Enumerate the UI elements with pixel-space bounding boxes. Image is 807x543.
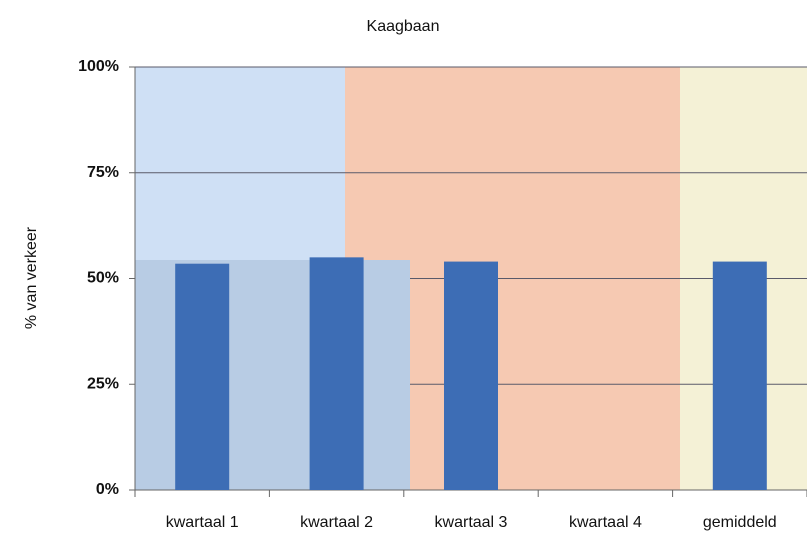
y-tick-label: 75% [87, 164, 119, 181]
bar [309, 257, 364, 490]
chart-title: Kaagbaan [367, 18, 440, 35]
y-axis-label: % van verkeer [23, 226, 40, 329]
y-tick-label: 0% [96, 481, 119, 498]
x-tick-label: kwartaal 3 [435, 514, 508, 531]
y-tick-label: 50% [87, 270, 119, 287]
bar [712, 261, 767, 490]
bar [175, 263, 230, 490]
x-tick-label: kwartaal 4 [569, 514, 642, 531]
bar [444, 261, 498, 490]
x-tick-label: gemiddeld [703, 514, 777, 531]
x-tick-label: kwartaal 2 [300, 514, 373, 531]
y-tick-label: 25% [87, 375, 119, 392]
y-tick-label: 100% [78, 58, 119, 75]
x-tick-label: kwartaal 1 [166, 514, 239, 531]
